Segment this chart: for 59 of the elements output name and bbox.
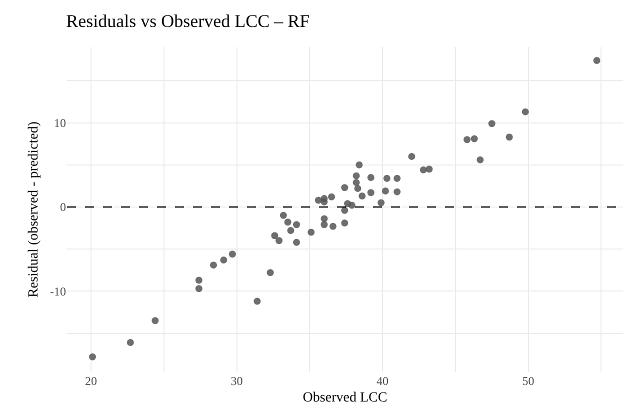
- point: [378, 199, 385, 206]
- point: [195, 276, 202, 284]
- point: [426, 166, 433, 173]
- y-axis-title: Residual (observed - predicted): [26, 121, 42, 298]
- point: [228, 250, 236, 258]
- point: [420, 166, 427, 174]
- point: [293, 238, 300, 246]
- point: [314, 196, 322, 204]
- point: [320, 221, 328, 228]
- point: [254, 298, 261, 305]
- point: [506, 134, 513, 141]
- point: [476, 156, 484, 164]
- point: [220, 256, 228, 264]
- point: [367, 189, 374, 196]
- point: [341, 206, 348, 214]
- point: [329, 222, 336, 230]
- point: [126, 339, 134, 346]
- point: [320, 198, 328, 206]
- x-tick-label: 50: [522, 374, 534, 388]
- point: [593, 56, 600, 64]
- point: [382, 187, 389, 194]
- y-tick-label: 10: [54, 116, 66, 130]
- point: [328, 193, 336, 200]
- point: [266, 269, 274, 276]
- point: [89, 353, 96, 360]
- point: [152, 317, 159, 324]
- point: [210, 262, 217, 269]
- point: [308, 228, 315, 236]
- point: [470, 135, 478, 142]
- point: [348, 202, 356, 209]
- point: [293, 221, 300, 228]
- point: [271, 232, 278, 240]
- point: [488, 120, 496, 128]
- x-axis-title: Observed LCC: [302, 390, 388, 406]
- point: [356, 161, 363, 168]
- point: [287, 227, 294, 234]
- chart-title: Residuals vs Observed LCC – RF: [66, 11, 310, 32]
- point: [280, 212, 287, 219]
- point: [341, 219, 348, 226]
- point: [352, 172, 360, 180]
- point: [394, 188, 401, 196]
- point: [394, 174, 401, 182]
- point: [354, 184, 362, 192]
- point: [358, 192, 366, 200]
- x-tick-label: 30: [230, 374, 243, 388]
- point: [195, 285, 202, 292]
- point: [341, 184, 348, 192]
- point: [408, 152, 416, 160]
- x-tick-label: 20: [85, 374, 98, 388]
- y-tick-label: 0: [60, 200, 66, 214]
- x-tick-label: 40: [376, 374, 389, 388]
- point: [276, 237, 283, 244]
- point: [367, 174, 374, 182]
- point: [522, 108, 529, 116]
- point: [383, 174, 390, 182]
- point: [464, 136, 471, 144]
- y-tick-label: -10: [50, 284, 66, 298]
- point: [352, 179, 360, 186]
- point: [284, 218, 292, 226]
